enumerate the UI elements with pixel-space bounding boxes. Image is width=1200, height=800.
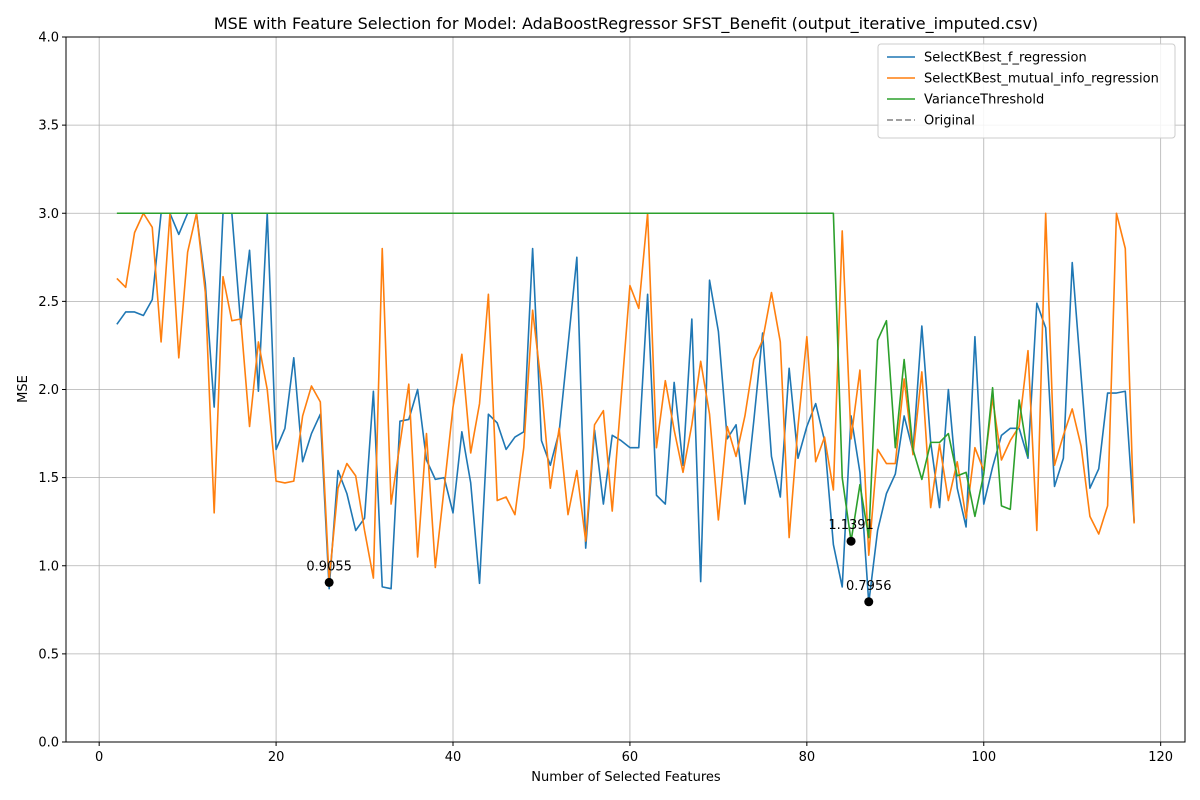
series-line-0 [116, 212, 1135, 604]
legend: SelectKBest_f_regression SelectKBest_mutu… [877, 43, 1176, 139]
x-tick-label: 80 [799, 750, 816, 765]
legend-label: SelectKBest_f_regression [924, 51, 1087, 66]
y-axis: 0.0 0.5 1.0 1.5 2.0 2.5 3.0 3.5 4.0 [38, 31, 66, 751]
legend-box [877, 43, 1176, 139]
y-tick-label: 2.5 [38, 295, 59, 310]
annotation-label: 1.1391 [828, 518, 874, 533]
x-tick-label: 20 [268, 750, 285, 765]
y-tick-label: 0.5 [38, 647, 59, 662]
annotation-marker [864, 597, 874, 607]
y-tick-label: 3.5 [38, 119, 59, 134]
y-tick-label: 1.5 [38, 471, 59, 486]
x-tick-label: 120 [1148, 750, 1173, 765]
x-tick-label: 40 [445, 750, 462, 765]
annotation-label: 0.9055 [306, 559, 352, 574]
annotations: 0.9055 1.1391 0.7956 [306, 518, 892, 607]
x-axis-title: Number of Selected Features [531, 770, 721, 785]
y-axis-title: MSE [16, 375, 31, 403]
annotation-marker [846, 536, 856, 546]
series-line-2 [116, 212, 1029, 542]
y-tick-label: 2.0 [38, 383, 59, 398]
x-tick-label: 60 [622, 750, 639, 765]
legend-label: VarianceThreshold [924, 93, 1044, 108]
y-tick-label: 4.0 [38, 31, 59, 46]
x-axis: 0 20 40 60 80 100 120 [95, 742, 1173, 765]
x-tick-label: 100 [971, 750, 996, 765]
series-layer [116, 212, 1135, 604]
x-tick-label: 0 [95, 750, 103, 765]
y-tick-label: 1.0 [38, 559, 59, 574]
annotation-label: 0.7956 [846, 579, 892, 594]
series-line-1 [116, 212, 1135, 581]
annotation-marker [324, 577, 334, 587]
y-tick-label: 3.0 [38, 207, 59, 222]
chart-title: MSE with Feature Selection for Model: Ad… [214, 14, 1038, 34]
legend-label: SelectKBest_mutual_info_regression [924, 72, 1159, 87]
y-tick-label: 0.0 [38, 736, 59, 751]
legend-label: Original [924, 114, 975, 129]
